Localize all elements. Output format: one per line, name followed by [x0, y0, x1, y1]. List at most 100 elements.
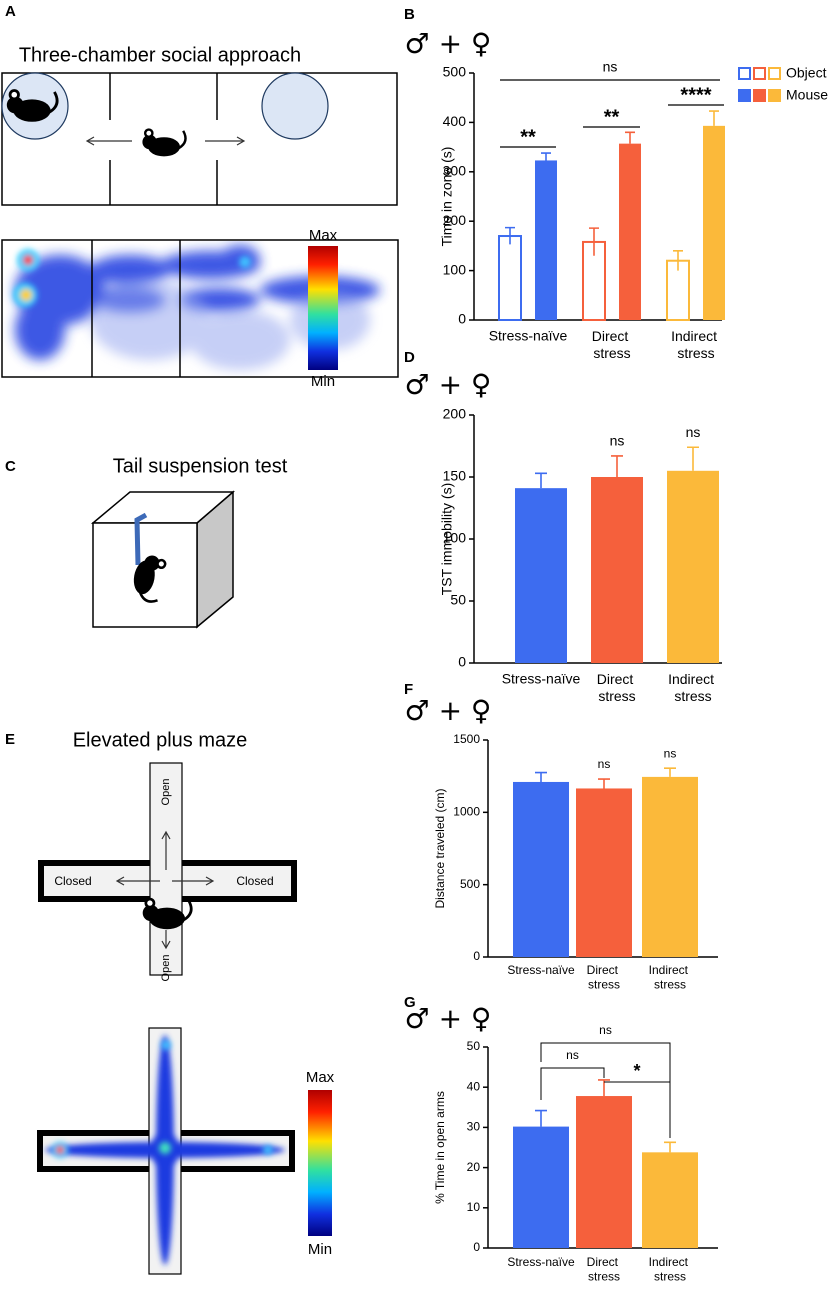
error-bar	[505, 226, 515, 245]
bar	[513, 1126, 569, 1248]
color-scale	[308, 1090, 332, 1236]
arm-label: Open	[160, 955, 172, 982]
panel-label: B	[404, 6, 415, 23]
y-tick-label: 200	[443, 212, 467, 228]
chamber-box	[1, 72, 398, 206]
legend-swatch	[768, 89, 781, 102]
x-tick-label: Stress-naïve	[507, 1255, 575, 1269]
panel-label: G	[404, 994, 416, 1011]
error-bar	[589, 227, 599, 256]
bar	[535, 160, 557, 320]
y-tick-label: 150	[443, 468, 467, 484]
x-tick-label: Direct stress	[587, 1255, 622, 1283]
y-tick-label: 0	[458, 311, 466, 327]
y-tick-label: 50	[467, 1039, 481, 1053]
arm-label: Closed	[54, 874, 91, 888]
y-tick-label: 1500	[453, 732, 480, 746]
error-bar	[709, 110, 719, 126]
mouse-icon	[140, 126, 187, 158]
x-tick-label: Indirect stress	[649, 1255, 692, 1283]
bar	[619, 143, 641, 320]
bar	[591, 477, 643, 663]
x-tick-label: Stress-naïve	[502, 671, 581, 687]
error-bar	[535, 472, 547, 489]
legend-swatch	[738, 67, 751, 80]
error-bar	[598, 1079, 610, 1097]
panel-e: E Elevated plus maze Open Closed Closed …	[5, 729, 335, 1275]
tail-bar	[134, 512, 148, 566]
y-tick-label: 100	[443, 261, 467, 277]
error-bar	[535, 1109, 547, 1127]
panel-label: A	[5, 3, 16, 20]
cage	[261, 72, 329, 140]
sex-label: ♂ + ♀	[405, 368, 492, 401]
x-tick-label: Direct stress	[597, 671, 637, 704]
x-tick-label: Direct stress	[592, 328, 632, 361]
significance-label: ns	[686, 424, 701, 440]
error-bar	[687, 446, 699, 471]
error-bar	[625, 131, 635, 144]
arrows	[85, 136, 246, 146]
y-axis-label: TST immobility (s)	[439, 483, 455, 596]
y-tick-label: 30	[467, 1120, 481, 1134]
legend-label: Object	[786, 65, 827, 81]
bar	[576, 1096, 632, 1248]
significance-bracket	[540, 1042, 671, 1082]
y-axis-label: Distance traveled (cm)	[433, 788, 447, 908]
y-tick-label: 400	[443, 113, 467, 129]
legend-swatch	[753, 89, 766, 102]
error-bar	[611, 455, 623, 477]
y-tick-label: 500	[443, 64, 467, 80]
color-scale	[308, 246, 338, 370]
diagram-title: Tail suspension test	[113, 455, 288, 477]
y-tick-label: 40	[467, 1079, 481, 1093]
error-bar	[535, 771, 547, 782]
sex-label: ♂ + ♀	[405, 1002, 492, 1035]
sex-label: ♂ + ♀	[405, 27, 492, 60]
legend-label: Mouse	[786, 87, 828, 103]
y-tick-label: 0	[473, 1240, 480, 1254]
significance-label: ns	[599, 1023, 612, 1037]
bar	[513, 781, 569, 957]
panel-label: F	[404, 681, 413, 698]
significance-label: ns	[566, 1048, 579, 1062]
panel-c: C Tail suspension test	[5, 455, 288, 629]
x-tick-label: Indirect stress	[671, 328, 721, 361]
y-tick-label: 10	[467, 1200, 481, 1214]
y-tick-label: 0	[473, 949, 480, 963]
error-bar	[673, 250, 683, 271]
x-tick-label: Indirect stress	[649, 963, 692, 991]
x-tick-label: Direct stress	[587, 963, 622, 991]
significance-label: *	[633, 1061, 640, 1081]
arm-label: Open	[160, 779, 172, 806]
panel-label: D	[404, 349, 415, 366]
y-tick-label: 200	[443, 406, 467, 422]
y-tick-label: 1000	[453, 805, 480, 819]
significance-label: ****	[680, 84, 711, 106]
y-tick-label: 20	[467, 1160, 481, 1174]
error-bar	[664, 767, 676, 777]
significance-label: ns	[598, 757, 611, 771]
bar	[642, 776, 698, 957]
diagram-title: Elevated plus maze	[73, 729, 248, 751]
scale-max: Max	[309, 227, 338, 244]
significance-label: ns	[603, 59, 618, 75]
legend-swatch	[768, 67, 781, 80]
bar	[515, 488, 567, 663]
y-tick-label: 50	[450, 592, 466, 608]
bar	[642, 1152, 698, 1248]
maze-heatmap	[37, 1027, 295, 1275]
x-tick-label: Stress-naïve	[489, 328, 568, 344]
y-tick-label: 0	[458, 654, 466, 670]
significance-label: ns	[610, 433, 625, 449]
diagram-title: Three-chamber social approach	[19, 44, 301, 66]
arrows	[115, 830, 215, 950]
scale-max: Max	[306, 1069, 335, 1086]
significance-label: **	[520, 126, 536, 148]
bar	[576, 788, 632, 957]
x-tick-label: Indirect stress	[668, 671, 718, 704]
x-tick-label: Stress-naïve	[507, 963, 575, 977]
error-bar	[598, 778, 610, 789]
significance-label: **	[604, 106, 620, 128]
